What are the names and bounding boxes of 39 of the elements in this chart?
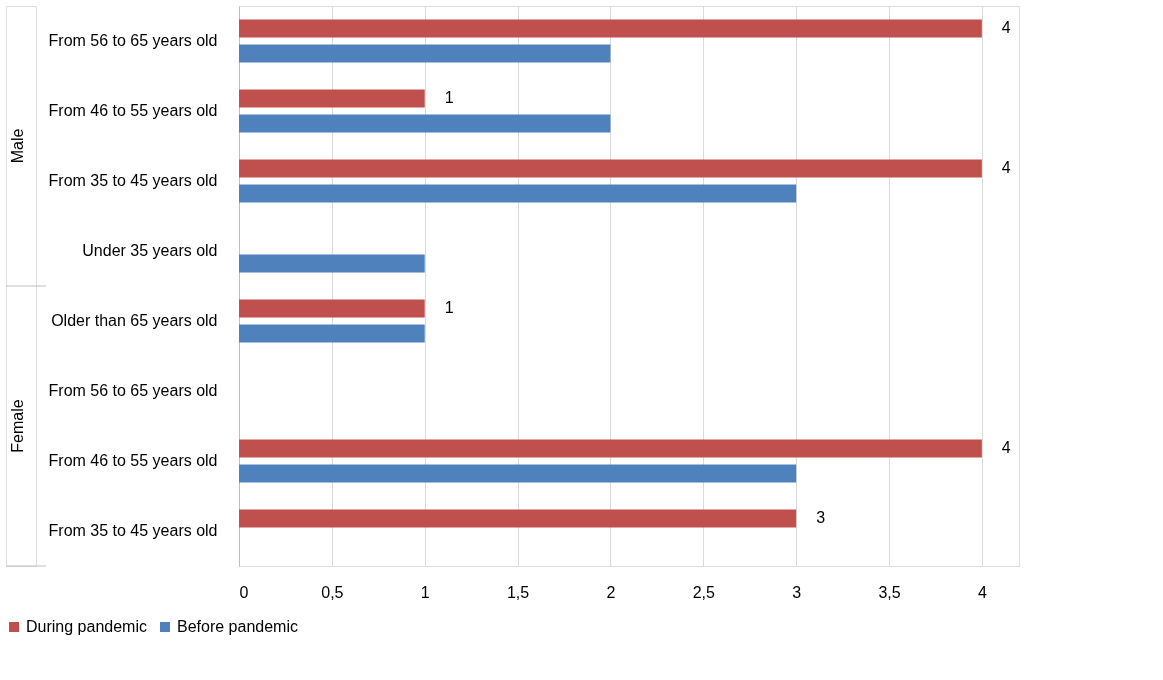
bar <box>239 509 797 528</box>
bar <box>239 324 425 343</box>
y-tick-label: From 56 to 65 years old <box>48 382 218 399</box>
x-tick-label: 3,5 <box>878 583 901 601</box>
data-label: 1 <box>444 89 454 107</box>
x-tick-label: 0,5 <box>321 583 344 601</box>
data-label: 4 <box>1001 159 1011 177</box>
x-tick-label: 1 <box>420 583 430 601</box>
bar <box>239 254 425 273</box>
y-tick-label: From 56 to 65 years old <box>48 32 218 49</box>
legend-label: During pandemic <box>26 618 147 635</box>
bar <box>239 159 982 178</box>
data-label: 4 <box>1001 19 1011 37</box>
y-tick-label: From 35 to 45 years old <box>48 522 218 539</box>
x-tick-label: 4 <box>977 583 987 601</box>
x-tick-label: 2 <box>606 583 616 601</box>
bar <box>239 464 797 483</box>
text: Female <box>9 399 26 453</box>
legend-label: Before pandemic <box>177 618 298 635</box>
bar <box>239 44 611 63</box>
data-label: 4 <box>1001 439 1011 457</box>
bar <box>239 114 611 133</box>
data-label: 3 <box>816 509 826 527</box>
bar <box>239 19 982 38</box>
bar <box>239 184 797 203</box>
x-tick-label: 2,5 <box>692 583 715 601</box>
bar <box>239 439 982 458</box>
y-tick-label: From 35 to 45 years old <box>48 172 218 189</box>
x-tick-label: 0 <box>239 583 249 601</box>
x-tick-label: 3 <box>792 583 802 601</box>
x-tick-label: 1,5 <box>506 583 530 601</box>
data-label: 1 <box>444 299 454 317</box>
bar <box>239 299 425 318</box>
y-tick-label: From 46 to 55 years old <box>48 102 218 119</box>
y-tick-label: Under 35 years old <box>82 242 218 259</box>
bar <box>239 89 425 108</box>
y-tick-label: From 46 to 55 years old <box>48 452 218 469</box>
y-tick-label: Older than 65 years old <box>51 312 218 329</box>
text: Male <box>9 128 26 164</box>
